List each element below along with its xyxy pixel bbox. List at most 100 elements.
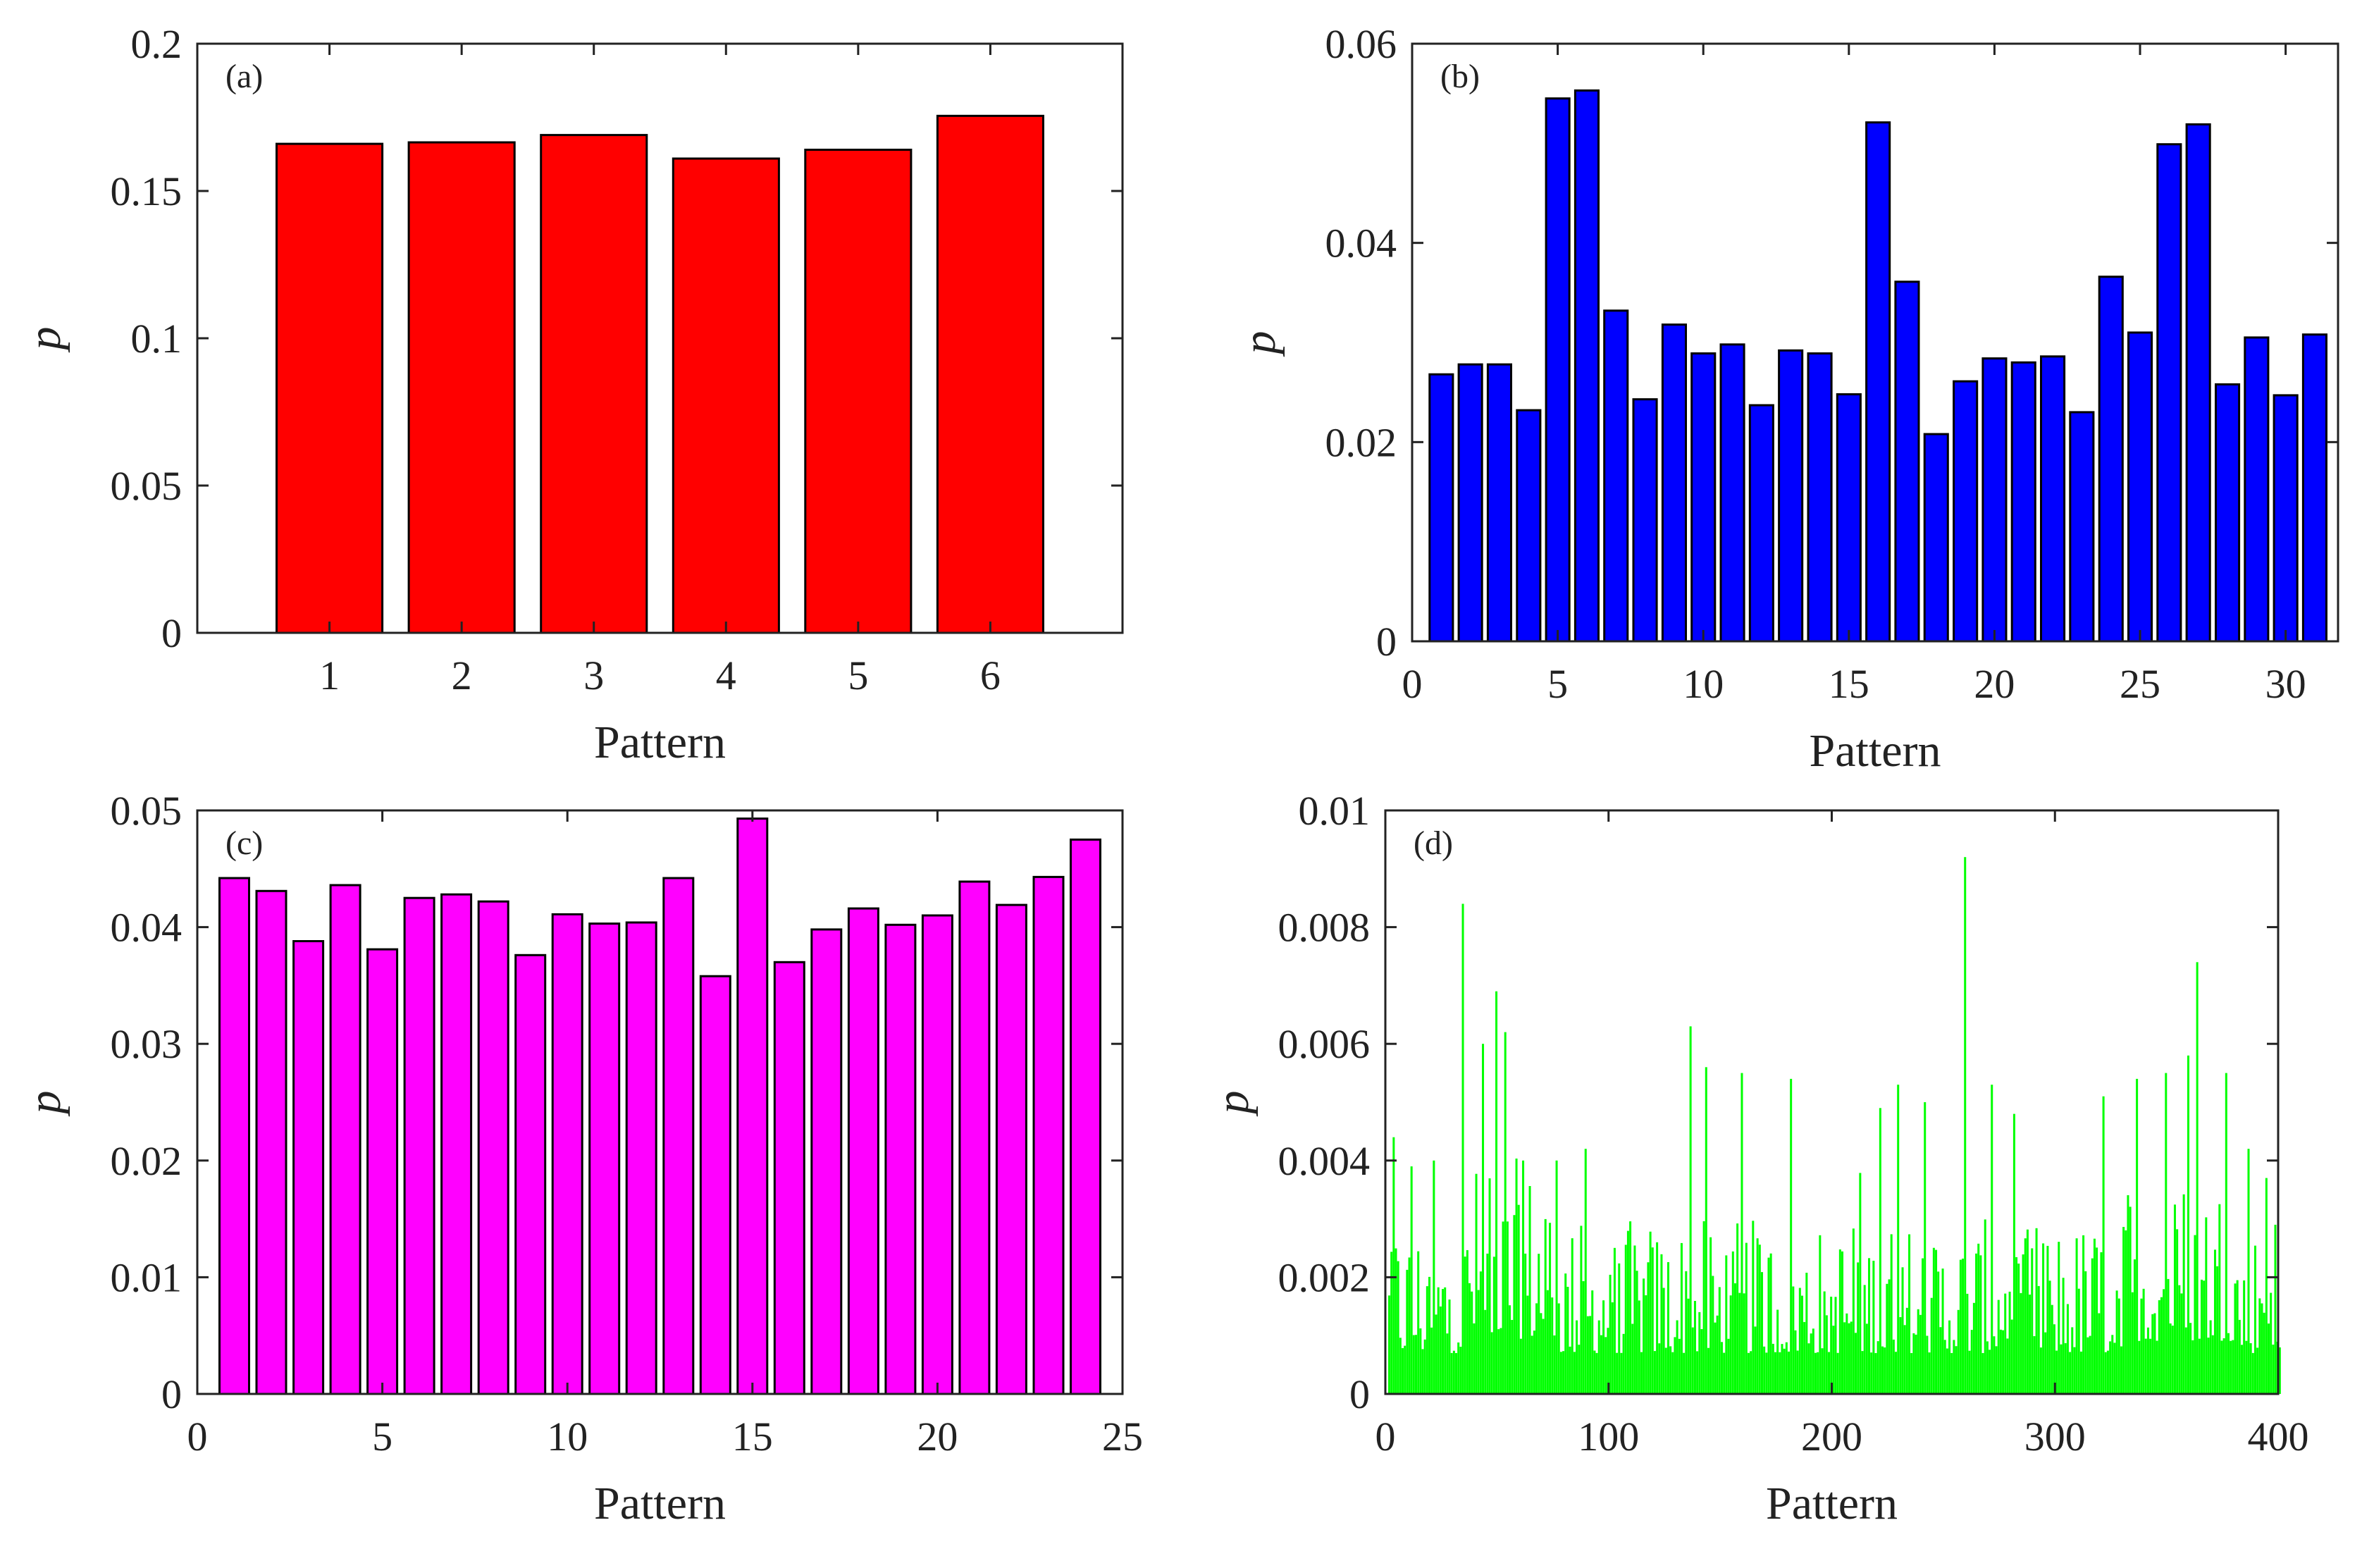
bar (2144, 1338, 2147, 1394)
bar (1903, 1325, 1906, 1394)
bar (1559, 1352, 1562, 1394)
bar (804, 149, 913, 634)
bar (2187, 1055, 2189, 1394)
bar (1624, 1245, 1627, 1394)
bar (2091, 1258, 2094, 1394)
bar (2029, 1295, 2032, 1394)
bar (1979, 1255, 1982, 1394)
bar (1736, 1223, 1739, 1394)
bar (1807, 352, 1833, 643)
bar (1502, 1221, 1504, 1394)
bar (1631, 1323, 1634, 1394)
bar (884, 923, 917, 1395)
bar (2163, 1289, 2165, 1394)
bar (1698, 1311, 1701, 1394)
bar (2247, 1149, 2250, 1394)
bar (540, 134, 648, 634)
bar (2100, 1252, 2103, 1394)
bar (1649, 1231, 1652, 1394)
bar (1740, 1073, 1743, 1394)
x-tick-label: 100 (1578, 1414, 1639, 1459)
bar (2077, 1288, 2080, 1394)
bar (1872, 1261, 1875, 1394)
y-tick-label: 0.04 (111, 905, 183, 951)
bar (1486, 363, 1512, 643)
bar (2274, 1224, 2277, 1394)
bar (1798, 1288, 1801, 1394)
bar (2048, 1280, 2051, 1394)
bar (1968, 1350, 1971, 1394)
bar (2230, 1340, 2232, 1394)
bar (2064, 1342, 2067, 1394)
bar (588, 922, 621, 1395)
x-tick-label: 0 (1375, 1414, 1396, 1459)
x-tick-label: 15 (732, 1414, 773, 1459)
panel-label: (c) (225, 825, 263, 862)
bar (1894, 280, 1920, 643)
bar (1836, 393, 1862, 643)
bar (1912, 1333, 1915, 1394)
bar (1696, 1351, 1699, 1394)
bar (773, 961, 805, 1395)
bar (1555, 1160, 1558, 1394)
bar (2258, 1298, 2261, 1394)
bar (2173, 1204, 2176, 1394)
bar (2113, 1342, 2116, 1394)
bar (2010, 1319, 2013, 1394)
bar (1859, 1173, 1862, 1394)
bar (2171, 1326, 2174, 1394)
bar (1792, 1286, 1795, 1394)
bar (1490, 1332, 1493, 1394)
bar (1756, 1238, 1759, 1394)
bar (1553, 1335, 1556, 1394)
bar (2267, 1323, 2270, 1394)
y-tick-label: 0 (161, 610, 182, 656)
bar (2024, 1238, 2027, 1394)
bar (1943, 1340, 1946, 1394)
bar (2211, 1335, 2214, 1394)
bar (662, 877, 695, 1395)
bar (2244, 336, 2270, 643)
bar (1693, 1301, 1696, 1394)
bar (2270, 1292, 2273, 1394)
bar (1758, 1245, 1761, 1394)
bar (1653, 1351, 1656, 1394)
bar (1723, 1352, 1726, 1394)
bar (1589, 1316, 1592, 1394)
bar (2058, 1242, 2060, 1394)
bar (1897, 1085, 1900, 1394)
bar (1437, 1287, 1440, 1394)
bar (1622, 1333, 1625, 1394)
bar (1948, 1320, 1951, 1394)
bar (1638, 1300, 1640, 1394)
bar (2079, 1351, 2082, 1394)
bar (2002, 1330, 2005, 1394)
bar (1531, 1335, 1533, 1394)
bar (625, 921, 657, 1395)
x-tick-label: 30 (2265, 661, 2306, 707)
bar (1597, 1320, 1600, 1394)
bar (1452, 1350, 1455, 1394)
bar (2138, 1340, 2141, 1394)
bar (1819, 1235, 1822, 1394)
y-tick-label: 0.05 (111, 788, 183, 834)
bar (1647, 1262, 1650, 1394)
bar (2040, 355, 2066, 643)
x-tick-label: 4 (716, 653, 736, 698)
x-tick-label: 25 (1102, 1414, 1143, 1459)
bar (1664, 1347, 1667, 1394)
bar (1459, 1347, 1462, 1394)
bar (1683, 1352, 1686, 1394)
chart-panel-c: 0 0.01 0.02 0.03 0.04 0.05 0 5 10 15 20 25 Pattern p (… (19, 788, 1143, 1529)
bar (1618, 1263, 1621, 1394)
bar (1876, 1341, 1879, 1394)
bar (1526, 1295, 1529, 1394)
bar (2129, 1206, 2132, 1394)
bar (2004, 1293, 2007, 1394)
bar (1533, 1331, 1535, 1394)
bar (1836, 1352, 1839, 1394)
bar (1767, 1257, 1770, 1394)
y-axis-title: p (1207, 1091, 1259, 1117)
y-axis-title: p (19, 327, 70, 353)
